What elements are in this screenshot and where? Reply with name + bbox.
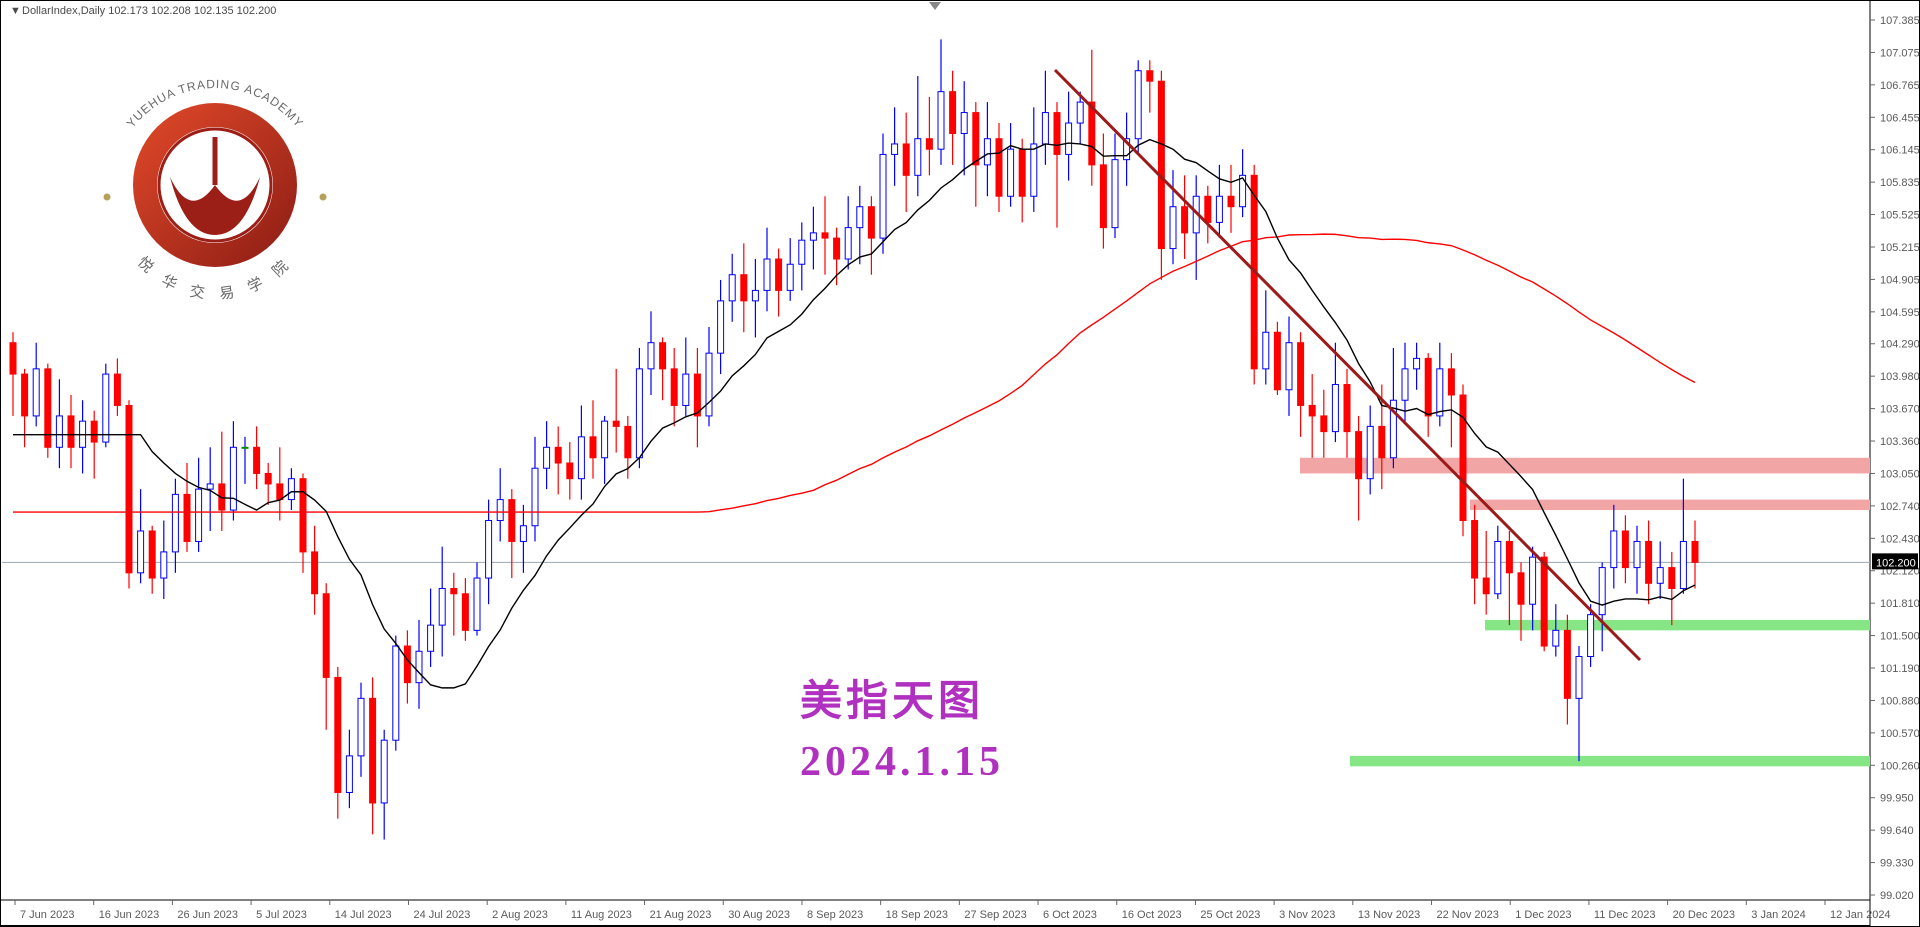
svg-text:1 Dec 2023: 1 Dec 2023 <box>1515 909 1571 921</box>
candlestick-chart[interactable]: 107.385 107.075 106.765 106.455 106.145 105.8… <box>0 0 1920 927</box>
svg-text:3 Jan 2024: 3 Jan 2024 <box>1751 909 1805 921</box>
chart-container: 107.385 107.075 106.765 106.455 106.145 105.8… <box>0 0 1920 927</box>
svg-text:103.670: 103.670 <box>1880 404 1920 416</box>
svg-text:5 Jul 2023: 5 Jul 2023 <box>256 909 307 921</box>
svg-text:8 Sep 2023: 8 Sep 2023 <box>807 909 863 921</box>
header-symbol: DollarIndex,Daily 102.173 102.208 102.13… <box>22 5 276 17</box>
svg-text:99.950: 99.950 <box>1880 793 1914 805</box>
svg-text:107.385: 107.385 <box>1880 15 1920 27</box>
resistance-2 <box>1470 500 1870 510</box>
svg-text:3 Nov 2023: 3 Nov 2023 <box>1279 909 1335 921</box>
trendline <box>1055 70 1640 660</box>
svg-text:16 Jun 2023: 16 Jun 2023 <box>99 909 160 921</box>
svg-text:101.190: 101.190 <box>1880 663 1920 675</box>
svg-text:105.215: 105.215 <box>1880 242 1920 254</box>
svg-text:20 Dec 2023: 20 Dec 2023 <box>1673 909 1735 921</box>
svg-text:103.050: 103.050 <box>1880 468 1920 480</box>
svg-text:100.570: 100.570 <box>1880 728 1920 740</box>
resistance-1 <box>1300 458 1870 474</box>
svg-text:100.880: 100.880 <box>1880 695 1920 707</box>
svg-text:30 Aug 2023: 30 Aug 2023 <box>728 909 790 921</box>
support-2 <box>1350 756 1870 766</box>
svg-text:16 Oct 2023: 16 Oct 2023 <box>1122 909 1182 921</box>
svg-text:106.765: 106.765 <box>1880 80 1920 92</box>
svg-text:18 Sep 2023: 18 Sep 2023 <box>886 909 948 921</box>
svg-text:107.075: 107.075 <box>1880 47 1920 59</box>
top-drag-icon[interactable] <box>929 2 941 10</box>
svg-text:14 Jul 2023: 14 Jul 2023 <box>335 909 392 921</box>
svg-text:104.905: 104.905 <box>1880 274 1920 286</box>
svg-text:103.360: 103.360 <box>1880 436 1920 448</box>
svg-text:101.500: 101.500 <box>1880 631 1920 643</box>
svg-text:11 Dec 2023: 11 Dec 2023 <box>1594 909 1656 921</box>
svg-text:106.145: 106.145 <box>1880 145 1920 157</box>
annotation-title: 美指天图 <box>800 678 984 725</box>
svg-text:104.595: 104.595 <box>1880 307 1920 319</box>
svg-text:102.740: 102.740 <box>1880 501 1920 513</box>
svg-text:100.260: 100.260 <box>1880 760 1920 772</box>
svg-text:24 Jul 2023: 24 Jul 2023 <box>413 909 470 921</box>
header-arrow-icon[interactable]: ▼ <box>10 5 21 17</box>
svg-text:13 Nov 2023: 13 Nov 2023 <box>1358 909 1420 921</box>
logo: YUEHUA TRADING ACADEMY悦 华 交 易 学 院 <box>104 77 327 303</box>
svg-text:106.455: 106.455 <box>1880 112 1920 124</box>
svg-text:12 Jan 2024: 12 Jan 2024 <box>1830 909 1891 921</box>
svg-text:26 Jun 2023: 26 Jun 2023 <box>177 909 238 921</box>
svg-text:6 Oct 2023: 6 Oct 2023 <box>1043 909 1097 921</box>
svg-text:7 Jun 2023: 7 Jun 2023 <box>20 909 74 921</box>
svg-text:105.525: 105.525 <box>1880 210 1920 222</box>
svg-text:2 Aug 2023: 2 Aug 2023 <box>492 909 548 921</box>
svg-text:21 Aug 2023: 21 Aug 2023 <box>650 909 712 921</box>
svg-text:27 Sep 2023: 27 Sep 2023 <box>964 909 1026 921</box>
svg-text:99.020: 99.020 <box>1880 890 1914 902</box>
svg-text:99.640: 99.640 <box>1880 825 1914 837</box>
svg-text:99.330: 99.330 <box>1880 858 1914 870</box>
svg-text:25 Oct 2023: 25 Oct 2023 <box>1200 909 1260 921</box>
svg-text:101.810: 101.810 <box>1880 598 1920 610</box>
price-box-value: 102.200 <box>1876 557 1916 569</box>
annotation-date: 2024.1.15 <box>800 739 1004 785</box>
svg-text:102.430: 102.430 <box>1880 533 1920 545</box>
svg-text:11 Aug 2023: 11 Aug 2023 <box>571 909 632 921</box>
svg-text:103.980: 103.980 <box>1880 371 1920 383</box>
svg-text:104.290: 104.290 <box>1880 339 1920 351</box>
svg-text:105.835: 105.835 <box>1880 177 1920 189</box>
svg-text:22 Nov 2023: 22 Nov 2023 <box>1437 909 1499 921</box>
